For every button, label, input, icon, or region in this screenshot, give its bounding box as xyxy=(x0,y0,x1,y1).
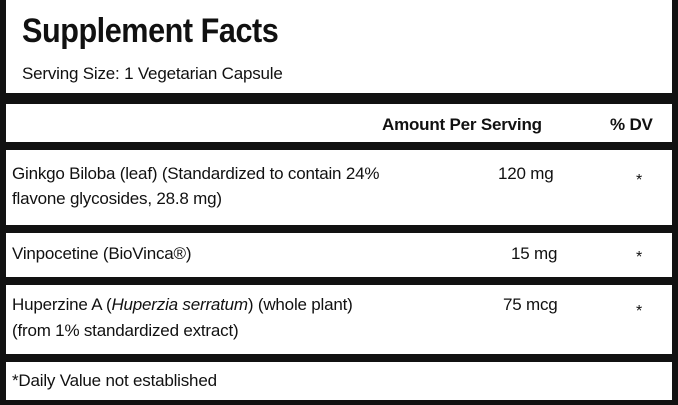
name-italic: Huperzia serratum xyxy=(111,295,248,314)
dv: * xyxy=(636,172,643,189)
amount: 75 mcg xyxy=(503,295,558,314)
title: Supplement Facts xyxy=(22,12,279,50)
dv: * xyxy=(636,249,643,266)
ingredient-row: Vinpocetine (BioVinca®) 15 mg * xyxy=(6,233,672,277)
ingredient-row: Ginkgo Biloba (leaf) (Standardized to co… xyxy=(6,150,672,225)
footnote-box: *Daily Value not established xyxy=(6,362,672,400)
name-part: Huperzine A ( xyxy=(12,295,112,314)
title-box: Supplement Facts Serving Size: 1 Vegetar… xyxy=(6,0,672,93)
dv: * xyxy=(636,303,643,320)
ingredient-row: Huperzine A (Huperzia serratum) (whole p… xyxy=(6,285,672,354)
amount: 120 mg xyxy=(498,164,554,183)
amount-header: Amount Per Serving xyxy=(382,115,542,134)
ingredient-name: (from 1% standardized extract) xyxy=(12,321,239,340)
ingredient-name: Huperzine A (Huperzia serratum) (whole p… xyxy=(12,295,353,315)
ingredient-name: Vinpocetine (BioVinca®) xyxy=(12,244,192,263)
name-part: ) (whole plant) xyxy=(247,295,353,314)
dv-header: % DV xyxy=(610,115,653,134)
header-row: Amount Per Serving % DV xyxy=(6,104,672,142)
ingredient-name: flavone glycosides, 28.8 mg) xyxy=(12,189,222,208)
ingredient-name: Ginkgo Biloba (leaf) (Standardized to co… xyxy=(12,164,380,183)
serving-size: Serving Size: 1 Vegetarian Capsule xyxy=(22,64,283,83)
amount: 15 mg xyxy=(511,244,558,263)
footnote: *Daily Value not established xyxy=(12,371,217,390)
